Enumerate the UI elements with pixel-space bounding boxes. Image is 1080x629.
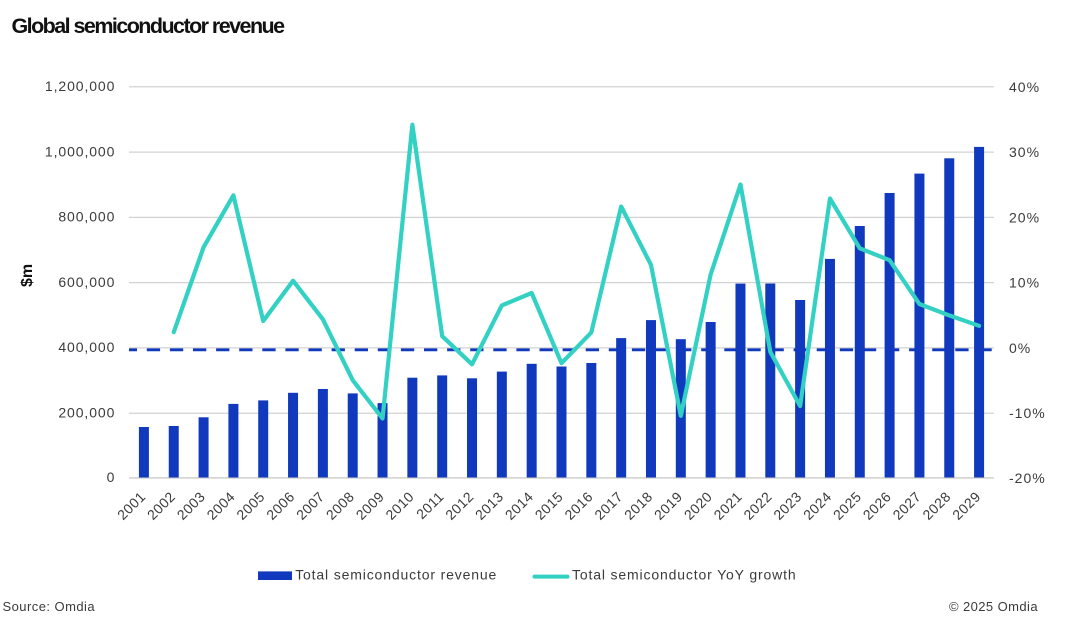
- svg-text:0%: 0%: [1009, 340, 1031, 356]
- svg-text:1,000,000: 1,000,000: [45, 143, 115, 159]
- svg-text:$m: $m: [19, 264, 36, 287]
- svg-text:40%: 40%: [1009, 79, 1040, 95]
- svg-text:200,000: 200,000: [58, 405, 115, 421]
- svg-text:0: 0: [107, 469, 116, 485]
- svg-text:600,000: 600,000: [58, 274, 115, 290]
- svg-text:20%: 20%: [1009, 209, 1040, 225]
- svg-text:Total semiconductor revenue: Total semiconductor revenue: [295, 567, 497, 583]
- svg-text:-10%: -10%: [1009, 405, 1046, 421]
- svg-text:Source: Omdia: Source: Omdia: [3, 599, 96, 614]
- svg-text:1,200,000: 1,200,000: [45, 78, 115, 94]
- svg-text:Total semiconductor YoY growth: Total semiconductor YoY growth: [572, 567, 796, 583]
- svg-text:-20%: -20%: [1009, 470, 1046, 486]
- svg-text:Global semiconductor revenue: Global semiconductor revenue: [12, 14, 286, 38]
- svg-text:10%: 10%: [1009, 275, 1040, 291]
- svg-text:400,000: 400,000: [58, 339, 115, 355]
- svg-text:30%: 30%: [1009, 144, 1040, 160]
- svg-text:© 2025 Omdia: © 2025 Omdia: [949, 599, 1038, 614]
- svg-text:800,000: 800,000: [58, 209, 115, 225]
